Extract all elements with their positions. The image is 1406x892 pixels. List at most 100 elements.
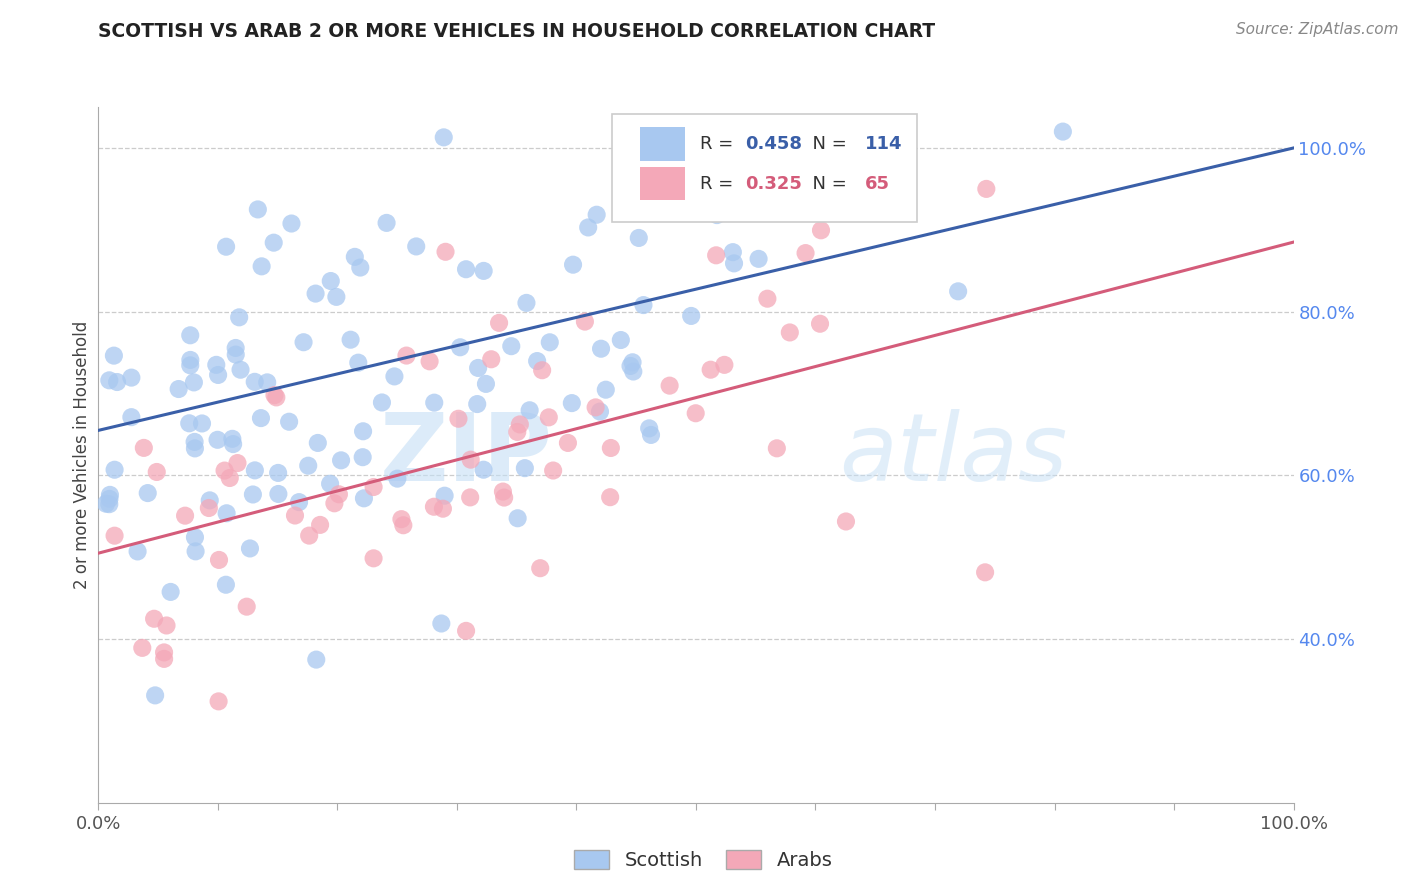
Point [179,359,201,373]
Point [599,441,621,455]
Point [515,296,537,310]
Point [430,616,453,631]
Point [638,421,661,435]
Point [222,437,245,451]
Point [330,453,353,467]
Point [384,369,406,384]
Point [179,417,201,431]
Point [681,309,703,323]
Point [433,489,456,503]
Point [218,471,240,485]
Point [371,395,394,409]
Point [184,544,207,558]
Point [305,652,328,666]
Point [756,292,779,306]
Point [1052,125,1074,139]
Point [323,496,346,510]
Point [721,245,744,260]
Point [250,411,273,425]
Point [98,497,121,511]
Point [155,618,177,632]
Point [343,250,366,264]
Point [395,349,418,363]
Point [328,487,350,501]
Point [215,578,238,592]
Point [576,220,599,235]
Point [267,487,290,501]
Point [492,484,515,499]
Point [976,182,998,196]
Point [183,376,205,390]
Y-axis label: 2 or more Vehicles in Household: 2 or more Vehicles in Household [73,321,91,589]
Point [585,401,607,415]
Point [610,333,633,347]
Point [599,490,621,504]
Point [433,130,456,145]
Text: N =: N = [801,175,852,193]
Point [98,488,121,502]
Point [225,348,247,362]
Point [246,202,269,217]
Point [561,396,583,410]
Text: 65: 65 [865,175,890,193]
Point [704,248,727,262]
Point [179,328,201,343]
Legend: Scottish, Arabs: Scottish, Arabs [567,842,839,878]
Point [458,491,481,505]
Text: ZIP: ZIP [380,409,553,501]
Point [640,428,662,442]
Point [449,340,471,354]
Point [198,493,221,508]
Point [454,624,477,638]
Text: atlas: atlas [839,409,1067,500]
Point [513,461,536,475]
Point [143,689,166,703]
Point [103,463,125,477]
Point [225,341,247,355]
Point [243,375,266,389]
FancyBboxPatch shape [613,114,917,222]
Point [278,415,301,429]
Point [205,358,228,372]
Point [183,434,205,449]
Point [221,432,243,446]
Point [207,433,229,447]
Point [242,487,264,501]
Point [229,363,252,377]
Point [557,436,579,450]
Point [432,501,454,516]
Point [207,694,229,708]
Point [946,285,969,299]
Point [531,363,554,377]
Point [621,365,644,379]
Point [174,508,197,523]
Point [633,298,655,312]
Point [127,544,149,558]
Point [447,411,470,425]
Point [562,258,585,272]
Point [537,410,560,425]
Text: SCOTTISH VS ARAB 2 OR MORE VEHICLES IN HOUSEHOLD CORRELATION CHART: SCOTTISH VS ARAB 2 OR MORE VEHICLES IN H… [98,22,935,41]
Point [266,391,288,405]
Point [779,326,801,340]
Point [215,506,238,520]
Point [298,528,321,542]
Point [699,362,721,376]
Text: N =: N = [801,135,852,153]
Point [319,274,342,288]
Point [472,264,495,278]
Point [460,452,482,467]
Point [748,252,770,266]
Point [589,404,612,418]
Point [243,463,266,477]
Point [835,515,858,529]
Point [391,512,413,526]
Point [184,530,207,544]
Text: Source: ZipAtlas.com: Source: ZipAtlas.com [1236,22,1399,37]
Text: R =: R = [700,135,738,153]
Point [810,223,832,237]
Point [353,491,375,506]
Point [387,472,409,486]
Point [363,551,385,566]
Point [538,335,561,350]
